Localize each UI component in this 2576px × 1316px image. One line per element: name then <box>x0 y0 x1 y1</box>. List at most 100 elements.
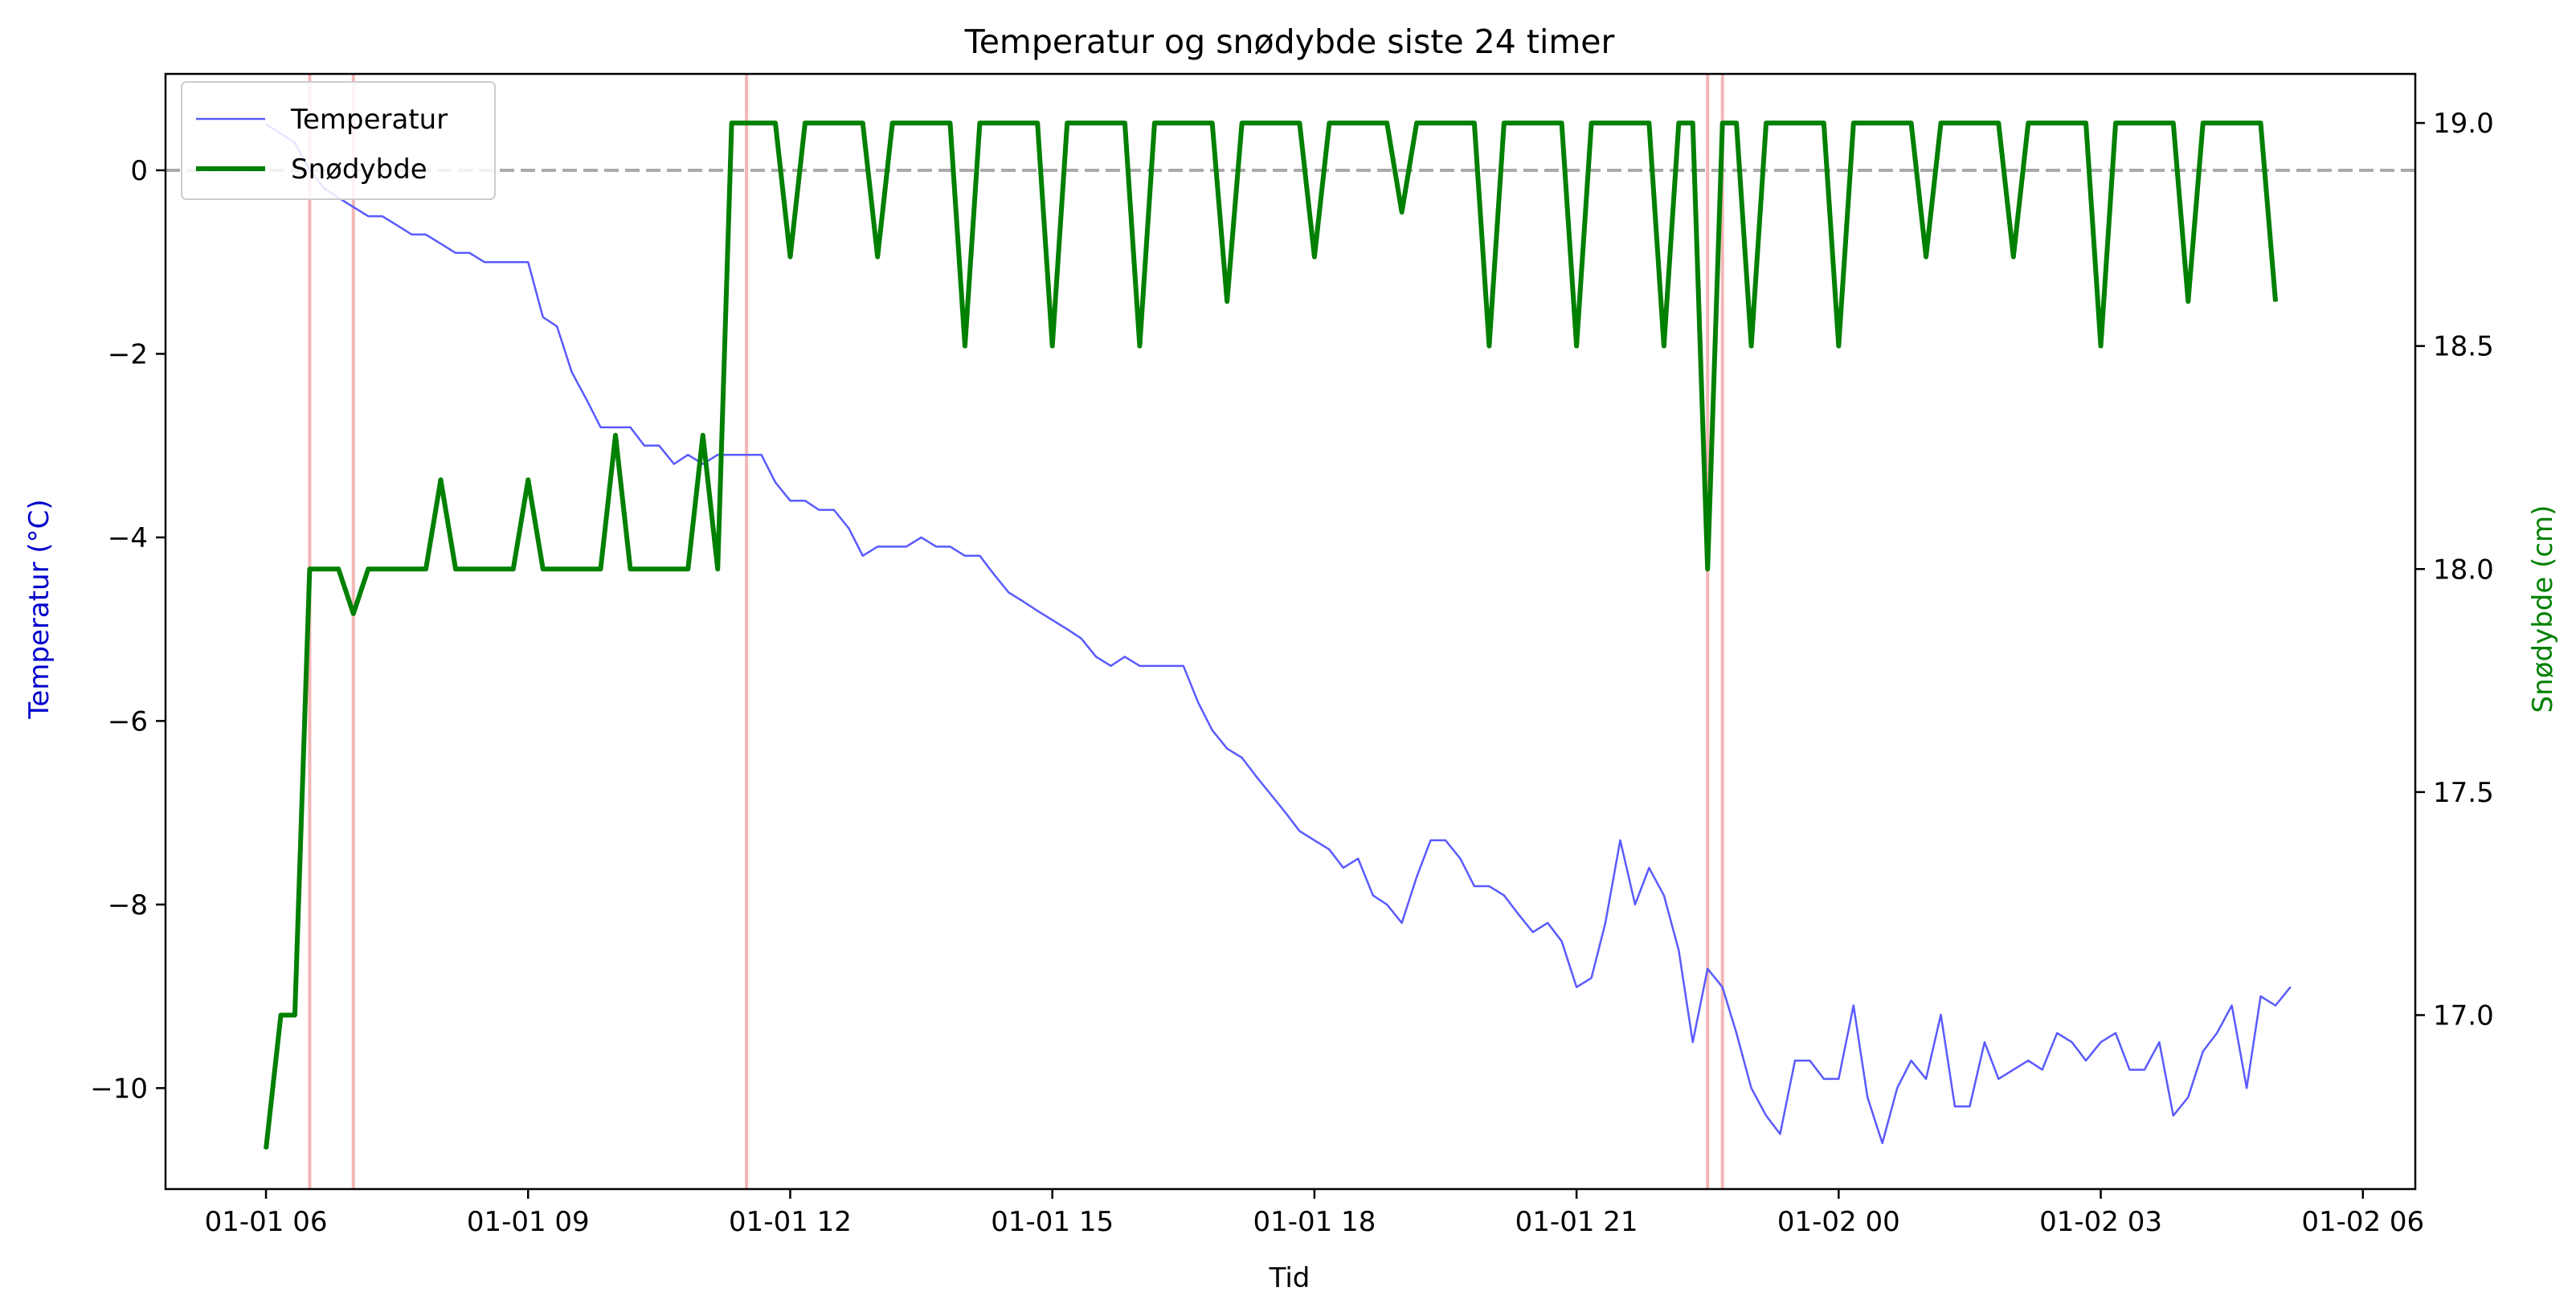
temperatur-point-6 <box>352 206 354 208</box>
temperatur-point-27 <box>658 444 660 447</box>
snodybde-point-129 <box>2143 122 2145 125</box>
snodybde-point-77 <box>1386 122 1388 125</box>
temperatur-point-116 <box>1954 1106 1956 1107</box>
snodybde-point-73 <box>1328 122 1331 125</box>
snodybde-point-132 <box>2187 300 2190 303</box>
y-left-axis-ticks: 0 −2 −4 −6 −8 −10 <box>90 155 166 1105</box>
snodybde-point-35 <box>774 122 776 125</box>
temperatur-point-74 <box>1342 867 1344 868</box>
temperatur-point-113 <box>1910 1060 1912 1061</box>
snodybde-point-70 <box>1285 122 1287 125</box>
snodybde-point-95 <box>1648 122 1650 125</box>
temperatur-point-128 <box>2128 1069 2131 1071</box>
y-left-tick-label-0: 0 <box>130 155 148 187</box>
snodybde-point-137 <box>2259 122 2262 125</box>
legend: Temperatur Snødybde <box>181 81 496 200</box>
temperatur-point-58 <box>1110 665 1112 667</box>
temperatur-point-102 <box>1750 1087 1752 1089</box>
snodybde-point-64 <box>1197 122 1200 125</box>
snodybde-point-134 <box>2216 122 2218 125</box>
temperatur-point-79 <box>1416 876 1417 878</box>
temperatur-point-123 <box>2056 1032 2058 1034</box>
temperature-series-layer <box>265 123 2292 1145</box>
temperatur-point-51 <box>1008 591 1010 594</box>
temperatur-point-22 <box>586 398 587 401</box>
snodybde-point-14 <box>468 568 471 570</box>
temperatur-point-122 <box>2041 1069 2043 1071</box>
snodybde-point-108 <box>1838 345 1840 347</box>
snodybde-point-24 <box>615 434 616 436</box>
snodybde-point-30 <box>701 434 704 436</box>
snodybde-point-115 <box>1940 122 1942 125</box>
temperatur-point-39 <box>833 509 835 511</box>
temperatur-point-130 <box>2158 1041 2161 1044</box>
temperatur-point-31 <box>717 454 719 456</box>
snodybde-point-74 <box>1342 122 1344 125</box>
temperatur-point-45 <box>920 537 922 538</box>
snodybde-point-31 <box>717 568 719 570</box>
temperatur-point-81 <box>1445 840 1446 841</box>
temperatur-point-12 <box>440 243 442 245</box>
snodybde-point-55 <box>1066 122 1069 125</box>
temperatur-point-64 <box>1197 701 1200 704</box>
temperatur-point-119 <box>1997 1078 2000 1080</box>
temperatur-point-20 <box>556 325 558 327</box>
temperatur-point-82 <box>1459 857 1462 860</box>
snodybde-point-45 <box>920 122 922 125</box>
x-tick-label-3: 01-01 15 <box>991 1206 1114 1238</box>
y-left-tick-label-4: −8 <box>108 889 148 922</box>
temperatur-point-68 <box>1255 775 1257 777</box>
temperatur-point-18 <box>527 261 530 263</box>
x-axis-label: Tid <box>1269 1262 1310 1294</box>
snodybde-point-66 <box>1226 300 1229 303</box>
temperatur-point-8 <box>381 215 383 217</box>
temperatur-point-16 <box>498 261 501 263</box>
snodybde-point-104 <box>1779 122 1781 125</box>
snodybde-point-111 <box>1881 122 1883 125</box>
snodybde-point-6 <box>352 612 354 615</box>
temperatur-point-28 <box>673 463 675 465</box>
snodybde-point-47 <box>949 122 951 125</box>
temperatur-point-137 <box>2259 995 2262 997</box>
snodybde-point-65 <box>1211 122 1213 125</box>
temperatur-point-9 <box>396 224 398 227</box>
snodybde-point-124 <box>2071 122 2073 125</box>
temperatur-point-29 <box>687 454 689 456</box>
temperatur-point-85 <box>1503 894 1505 897</box>
temperatur-point-34 <box>760 454 763 456</box>
snodybde-point-120 <box>2012 255 2014 258</box>
temperatur-point-71 <box>1298 830 1301 832</box>
snodybde-point-103 <box>1765 122 1768 125</box>
snodybde-point-126 <box>2100 345 2102 347</box>
temperatur-point-100 <box>1721 986 1723 988</box>
temperatur-point-107 <box>1823 1078 1825 1080</box>
snodybde-point-33 <box>746 122 748 125</box>
highlight-lines <box>308 74 1724 1189</box>
snodybde-point-96 <box>1662 345 1665 347</box>
snodybde-point-107 <box>1822 122 1825 125</box>
snodybde-point-17 <box>512 568 514 570</box>
snodybde-point-29 <box>687 568 689 570</box>
temperatur-point-23 <box>599 427 602 428</box>
snodybde-point-83 <box>1473 122 1475 125</box>
snodybde-point-18 <box>527 479 530 481</box>
temperatur-point-47 <box>949 546 951 548</box>
x-tick-label-7: 01-02 03 <box>2039 1206 2162 1238</box>
x-tick-label-4: 01-01 18 <box>1253 1206 1376 1238</box>
temperatur-point-139 <box>2289 986 2292 988</box>
snodybde-point-84 <box>1488 345 1490 347</box>
snodybde-point-72 <box>1313 255 1315 258</box>
temperatur-point-56 <box>1080 637 1082 640</box>
snodybde-point-78 <box>1400 211 1403 214</box>
snodybde-point-122 <box>2041 122 2043 125</box>
snodybde-point-13 <box>455 568 457 570</box>
temperatur-point-13 <box>455 251 456 254</box>
snodybde-point-116 <box>1953 122 1956 125</box>
temperatur-point-109 <box>1853 1004 1854 1007</box>
snodybde-point-25 <box>629 568 632 570</box>
temperatur-point-25 <box>629 427 632 428</box>
snodybde-point-94 <box>1634 122 1636 125</box>
temperatur-point-55 <box>1066 628 1068 630</box>
series-line-temperatur <box>265 123 2292 1145</box>
snodybde-point-121 <box>2027 122 2030 125</box>
